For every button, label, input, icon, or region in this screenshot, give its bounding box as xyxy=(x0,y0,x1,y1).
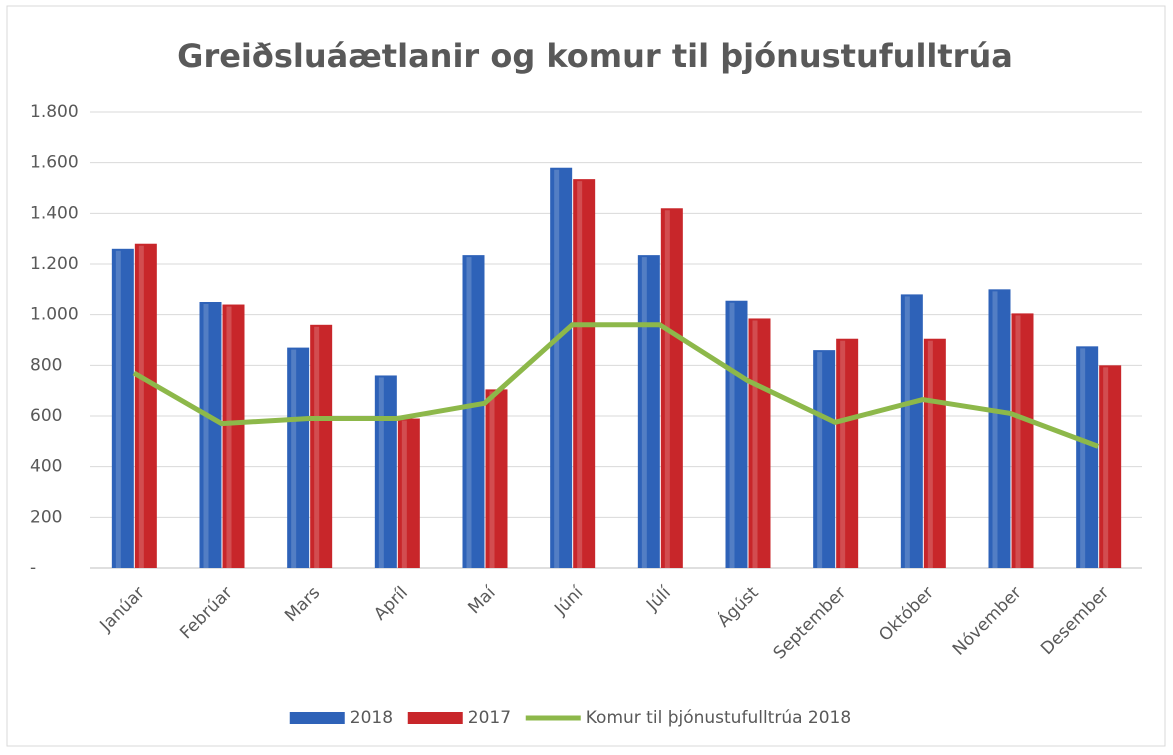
y-tick-label: 1.000 xyxy=(30,305,79,325)
bar-highlight xyxy=(1080,348,1086,568)
bar xyxy=(1011,313,1034,568)
bar xyxy=(374,375,397,568)
bar xyxy=(134,243,157,568)
bar-highlight xyxy=(904,296,910,568)
bar xyxy=(836,338,859,568)
bar-highlight xyxy=(291,349,297,568)
bar xyxy=(748,318,771,568)
bar xyxy=(550,167,573,568)
bar-highlight xyxy=(1015,315,1021,568)
y-tick-label: 800 xyxy=(30,355,62,375)
legend-swatch xyxy=(289,712,345,724)
bar xyxy=(397,418,420,568)
bar-highlight xyxy=(664,210,670,568)
bar-highlight xyxy=(203,304,209,568)
bar-highlight xyxy=(817,352,823,568)
bar-highlight xyxy=(840,340,846,568)
bar xyxy=(222,304,245,568)
bar-highlight xyxy=(314,326,320,568)
y-tick-label: 1.800 xyxy=(30,102,79,122)
bar-highlight xyxy=(489,391,495,568)
bar xyxy=(900,294,923,568)
y-tick-label: 1.200 xyxy=(30,254,79,274)
legend-label: Komur til þjónustufulltrúa 2018 xyxy=(586,708,851,728)
bar xyxy=(485,389,508,568)
bar xyxy=(637,255,660,568)
bar xyxy=(660,208,683,568)
bar-highlight xyxy=(115,250,121,569)
legend-label: 2017 xyxy=(468,708,511,728)
bar-highlight xyxy=(927,340,933,568)
y-tick-label: 600 xyxy=(30,406,62,426)
bar xyxy=(310,324,333,568)
bar-highlight xyxy=(992,291,998,568)
bar-highlight xyxy=(401,420,407,568)
bar xyxy=(287,347,310,568)
bar xyxy=(573,179,596,568)
y-tick-label: 400 xyxy=(30,457,62,477)
bar-highlight xyxy=(577,181,583,568)
bar-highlight xyxy=(466,257,472,568)
bar xyxy=(813,350,836,568)
bar-highlight xyxy=(378,377,384,568)
bar xyxy=(923,338,946,568)
bar-highlight xyxy=(226,306,232,568)
bar-highlight xyxy=(641,257,647,568)
y-tick-label: - xyxy=(30,558,36,578)
bar-highlight xyxy=(138,245,144,568)
legend-swatch xyxy=(407,712,463,724)
bar-highlight xyxy=(1103,367,1109,568)
bar xyxy=(1076,346,1099,568)
bar xyxy=(462,255,485,568)
bar xyxy=(111,248,134,569)
bar-highlight xyxy=(729,302,735,568)
legend-label: 2018 xyxy=(350,708,393,728)
bar-highlight xyxy=(554,169,560,568)
bar xyxy=(1099,365,1122,568)
y-tick-label: 200 xyxy=(30,507,62,527)
y-tick-label: 1.600 xyxy=(30,153,79,173)
y-tick-label: 1.400 xyxy=(30,203,79,223)
line xyxy=(132,322,1100,449)
bar xyxy=(199,302,222,568)
chart-title: Greiðsluáætlanir og komur til þjónustufu… xyxy=(177,37,1013,75)
bar-highlight xyxy=(752,320,758,568)
bar xyxy=(725,300,748,568)
bar xyxy=(988,289,1011,568)
